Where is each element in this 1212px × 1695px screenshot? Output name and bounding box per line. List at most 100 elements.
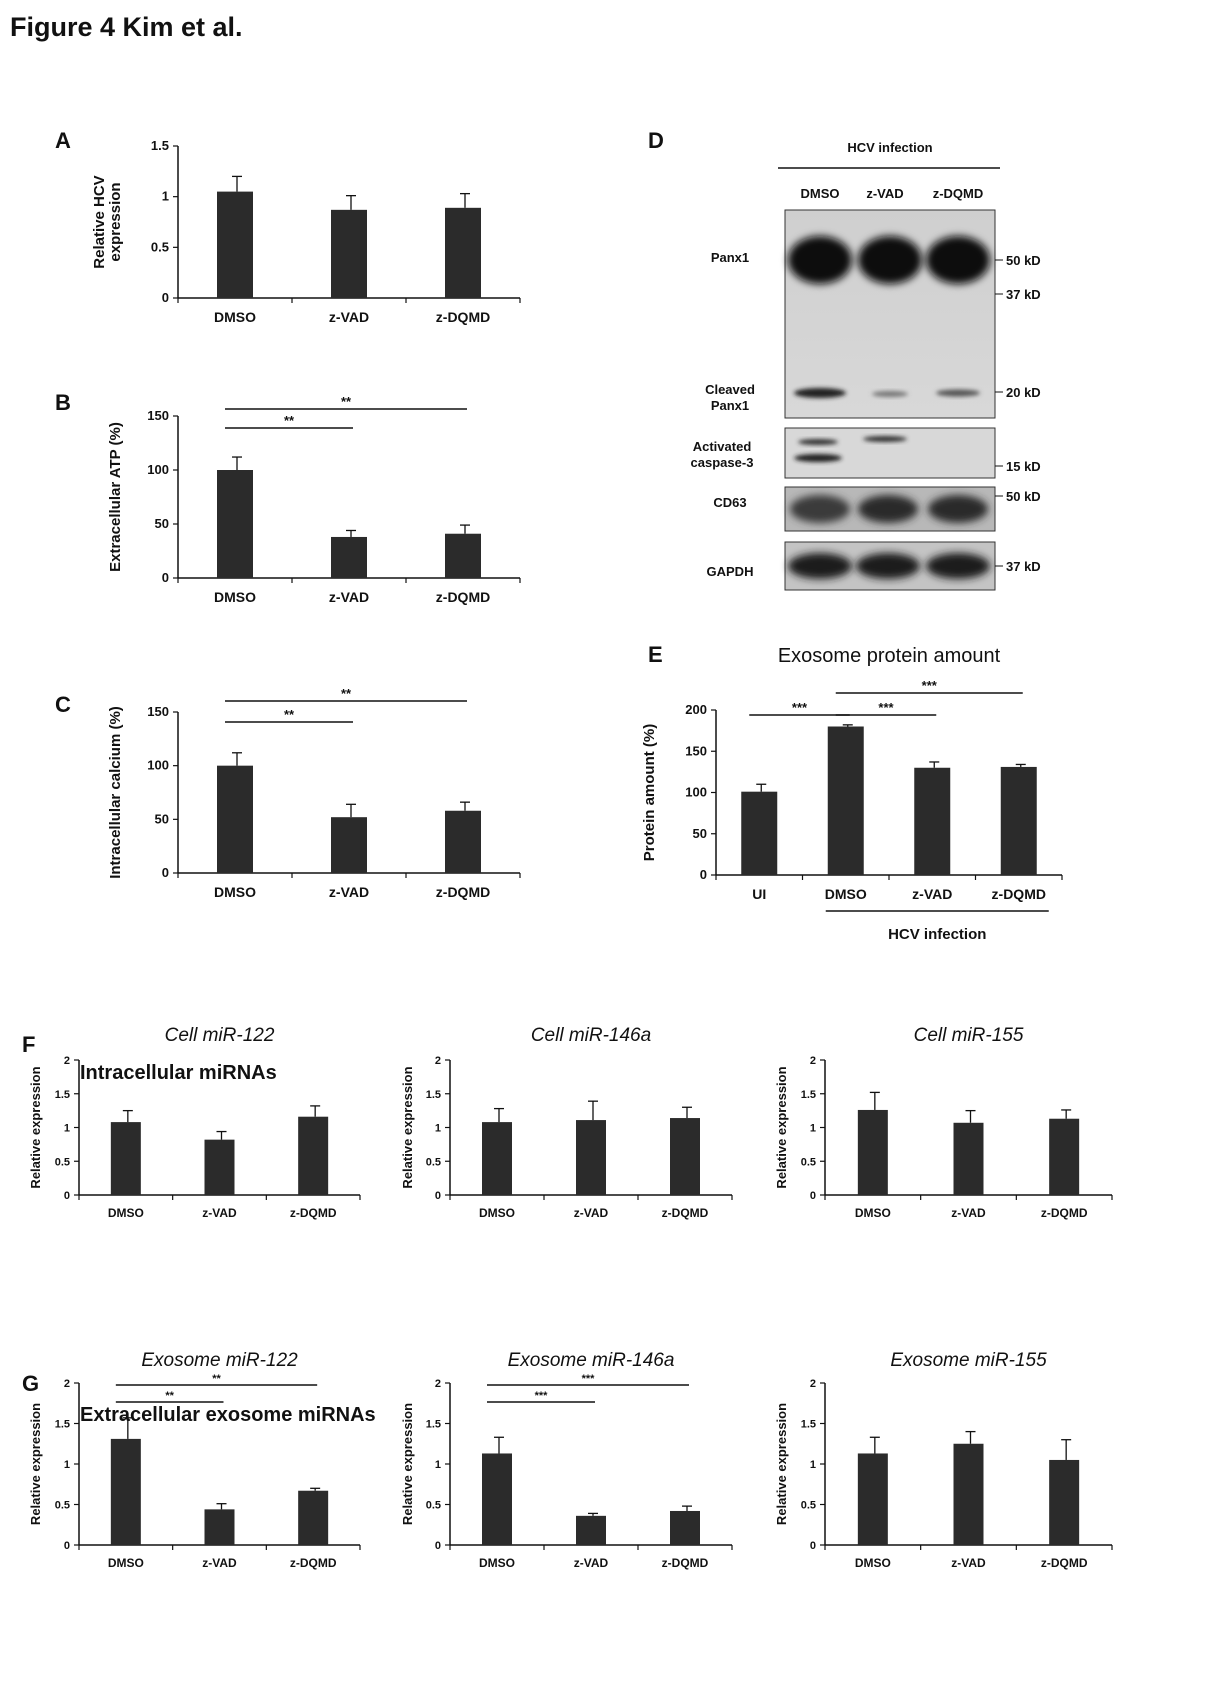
y-tick-label: 0.5 [55, 1500, 70, 1512]
bar [482, 1122, 512, 1195]
y-tick-label: 50 [155, 811, 169, 826]
y-tick-label: 0 [435, 1540, 441, 1552]
bar [827, 726, 864, 875]
x-tick-label: z-DQMD [662, 1556, 709, 1570]
bar [331, 209, 367, 298]
bar [298, 1116, 329, 1195]
bar [110, 1122, 141, 1195]
chart-g1: 0 0.5 1 1.5 2 DMSO z-VAD z-DQMD Relative express… [28, 1350, 361, 1570]
bar [857, 1453, 888, 1545]
y-tick-label: 0 [810, 1540, 816, 1552]
significance-label: ** [284, 707, 295, 722]
y-tick-label: 50 [693, 826, 707, 841]
y-tick-label: 150 [147, 704, 169, 719]
chart-title: Cell miR-122 [165, 1025, 275, 1046]
bar [1049, 1118, 1080, 1195]
chart-c: 0 50 100 150 DMSO z-VAD z-DQMD Intracellular ca… [107, 686, 521, 900]
y-tick-label: 0.5 [426, 1500, 441, 1512]
bar [857, 1109, 888, 1195]
bar [482, 1453, 512, 1545]
bar [445, 533, 481, 578]
x-tick-label: DMSO [108, 1206, 144, 1220]
y-tick-label: 0.5 [55, 1156, 70, 1168]
band-panx1-dmso [788, 236, 852, 284]
blot-row-caspase-line2: caspase-3 [691, 455, 754, 470]
y-tick-label: 0 [810, 1190, 816, 1202]
section-title-g: Extracellular exosome miRNAs [80, 1404, 376, 1426]
bar [576, 1515, 606, 1545]
chart-title: Cell miR-146a [531, 1025, 651, 1046]
y-axis-label: Relative expression [400, 1066, 415, 1188]
significance-label: ** [212, 1373, 221, 1385]
chart-a: 0 0.5 1 1.5 DMSO z-VAD z-DQMD Relative HCV expre… [91, 138, 521, 325]
y-tick-label: 1 [810, 1459, 816, 1471]
bar [331, 817, 367, 873]
chart-g2: 0 0.5 1 1.5 2 DMSO z-VAD z-DQMD Relative express… [400, 1350, 733, 1570]
y-axis-label: Relative expression [774, 1066, 789, 1188]
blot-row-cd63: CD63 [713, 495, 746, 510]
x-tick-label: z-DQMD [1041, 1556, 1088, 1570]
bar [445, 207, 481, 298]
y-tick-label: 1 [435, 1123, 441, 1135]
y-tick-label: 0 [700, 867, 707, 882]
y-tick-label: 0 [64, 1540, 70, 1552]
band-gapdh-dmso [788, 553, 852, 579]
blot-row-gapdh: GAPDH [707, 564, 754, 579]
blot-row-panx1: Panx1 [711, 250, 749, 265]
y-tick-label: 0 [162, 570, 169, 585]
x-tick-label: z-DQMD [436, 309, 490, 325]
marker-panx1-37: 37 kD [1006, 287, 1041, 302]
y-tick-label: 0.5 [801, 1500, 816, 1512]
significance-label: *** [878, 700, 894, 715]
bar [953, 1122, 984, 1195]
y-tick-label: 0 [435, 1190, 441, 1202]
y-tick-label: 2 [810, 1378, 816, 1390]
bar [914, 767, 951, 875]
section-title-f: Intracellular miRNAs [80, 1062, 277, 1084]
y-tick-label: 100 [147, 462, 169, 477]
x-tick-label: DMSO [214, 309, 256, 325]
y-tick-label: 2 [64, 1055, 70, 1067]
x-tick-label: z-VAD [912, 886, 952, 902]
marker-cd63-50: 50 kD [1006, 489, 1041, 504]
x-tick-label: z-VAD [329, 589, 369, 605]
band-cd63-zdqmd [928, 495, 988, 523]
y-tick-label: 200 [685, 702, 707, 717]
x-tick-label: z-DQMD [992, 886, 1046, 902]
bar [741, 791, 778, 875]
y-tick-label: 1 [64, 1459, 70, 1471]
y-tick-label: 100 [147, 758, 169, 773]
x-tick-label: z-DQMD [436, 884, 490, 900]
y-tick-label: 0 [162, 290, 169, 305]
y-tick-label: 1.5 [151, 138, 169, 153]
chart-title: Exosome miR-122 [141, 1350, 298, 1371]
significance-label: *** [535, 1390, 549, 1402]
chart-b: 0 50 100 150 DMSO z-VAD z-DQMD Extracellular AT… [107, 394, 521, 605]
y-axis-label: Protein amount (%) [641, 724, 658, 862]
chart-f1: 0 0.5 1 1.5 2 DMSO z-VAD z-DQMD Relative express… [28, 1025, 361, 1220]
significance-label: ** [284, 413, 295, 428]
blot-lane-dmso: DMSO [801, 186, 840, 201]
x-tick-label: DMSO [479, 1556, 515, 1570]
blot-row-cleaved-line1: Cleaved [705, 382, 755, 397]
bar [298, 1490, 329, 1545]
bar [953, 1443, 984, 1545]
bar [204, 1139, 235, 1195]
marker-gapdh-37: 37 kD [1006, 559, 1041, 574]
x-tick-label: DMSO [825, 886, 867, 902]
y-tick-label: 100 [685, 785, 707, 800]
y-tick-label: 1.5 [55, 1419, 70, 1431]
band-panx1-zdqmd [926, 236, 990, 284]
panel-label-c: C [55, 692, 71, 717]
significance-label: *** [582, 1373, 596, 1385]
y-tick-label: 0.5 [151, 239, 169, 254]
significance-label: ** [165, 1390, 174, 1402]
x-tick-label: DMSO [479, 1206, 515, 1220]
y-axis-label: Intracellular calcium (%) [107, 706, 124, 879]
blot-row-caspase-line1: Activated [693, 439, 752, 454]
western-blot: HCV infection DMSO z-VAD z-DQMD Panx1 Cl… [691, 140, 1041, 591]
significance-label: *** [922, 678, 938, 693]
y-tick-label: 1.5 [801, 1089, 816, 1101]
marker-panx1-50: 50 kD [1006, 253, 1041, 268]
